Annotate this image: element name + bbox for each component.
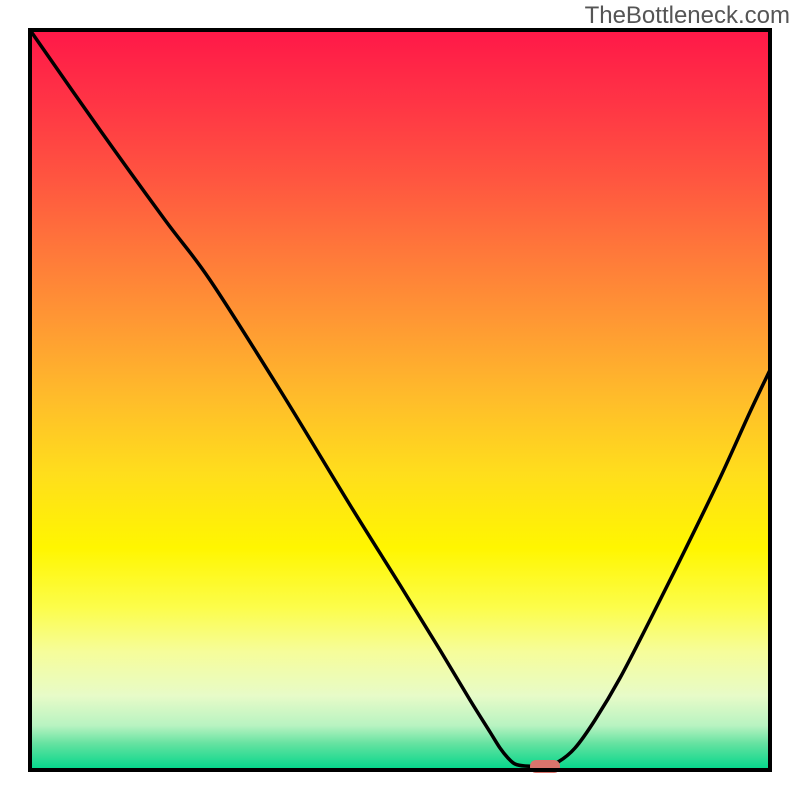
plot-background: [30, 30, 770, 770]
bottleneck-chart: [0, 0, 800, 800]
chart-container: TheBottleneck.com: [0, 0, 800, 800]
watermark-label: TheBottleneck.com: [585, 2, 790, 30]
